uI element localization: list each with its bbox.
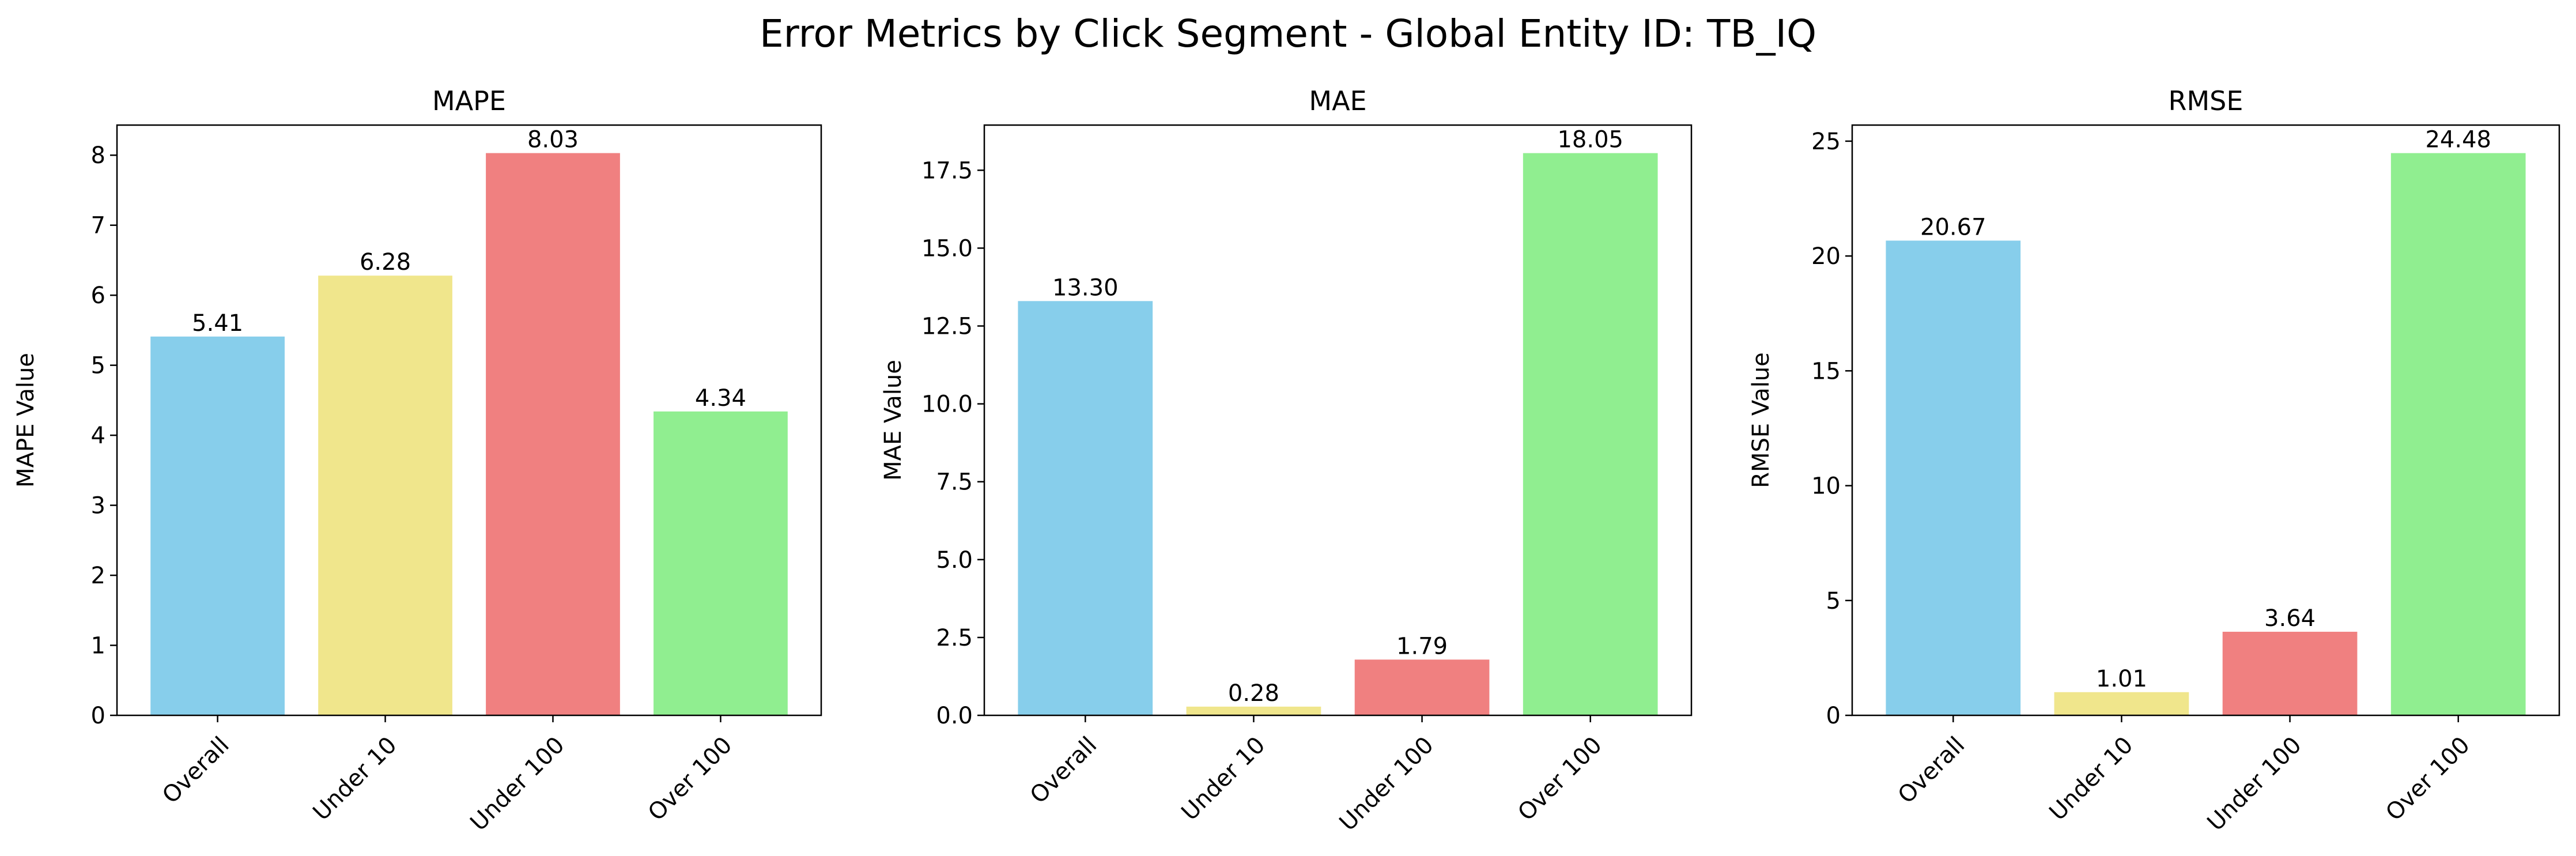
bar-under-10 [318, 276, 452, 716]
y-tick-label: 15.0 [921, 235, 973, 262]
y-tick-label: 5 [1826, 588, 1841, 614]
plot-frame [116, 124, 822, 717]
x-tick-label: Under 10 [2044, 732, 2138, 826]
y-axis-label: RMSE Value [1748, 352, 1774, 488]
bar-under-100 [1354, 659, 1490, 715]
bar-overall [150, 336, 285, 715]
y-tick-label: 17.5 [921, 157, 973, 184]
y-axis-label: MAPE Value [13, 353, 39, 488]
data-label: 5.41 [192, 310, 243, 337]
y-tick-label: 0 [1826, 703, 1841, 729]
data-label: 13.30 [1052, 274, 1119, 301]
panel-title: RMSE [2169, 85, 2243, 116]
y-tick-label: 10.0 [921, 391, 973, 418]
y-tick-label: 25 [1811, 129, 1841, 155]
bar-over-100 [1523, 153, 1658, 715]
data-label: 24.48 [2425, 127, 2491, 153]
y-tick-label: 20 [1811, 243, 1841, 270]
plot-frame [983, 124, 1693, 717]
y-tick-label: 0.0 [936, 703, 973, 729]
data-label: 0.28 [1228, 680, 1279, 707]
y-tick-label: 7 [91, 213, 105, 239]
data-label: 18.05 [1557, 127, 1623, 153]
bar-under-10 [1186, 706, 1321, 715]
y-tick-label: 0 [91, 703, 105, 729]
bar-under-10 [2054, 692, 2189, 715]
data-label: 8.03 [527, 127, 579, 153]
bar-under-100 [2222, 631, 2358, 715]
data-label: 20.67 [1920, 214, 1986, 240]
data-label: 4.34 [695, 385, 746, 412]
y-tick-label: 4 [91, 423, 105, 449]
figure-title: Error Metrics by Click Segment - Global … [759, 12, 1817, 56]
y-tick-label: 3 [91, 493, 105, 519]
y-tick-label: 1 [91, 633, 105, 659]
y-tick-label: 6 [91, 282, 105, 309]
bar-over-100 [654, 411, 788, 715]
y-tick-label: 12.5 [921, 314, 973, 340]
y-tick-label: 15 [1811, 358, 1841, 384]
bar-overall [1886, 240, 2021, 715]
y-tick-label: 5.0 [936, 547, 973, 574]
data-label: 1.79 [1396, 633, 1448, 659]
data-label: 1.01 [2096, 666, 2147, 692]
y-axis-label: MAE Value [880, 360, 906, 481]
bar-over-100 [2390, 153, 2526, 715]
x-tick-label: Under 100 [2203, 732, 2307, 836]
y-tick-label: 7.5 [936, 469, 973, 496]
y-tick-label: 8 [91, 142, 105, 169]
y-tick-label: 2.5 [936, 625, 973, 651]
y-tick-label: 10 [1811, 473, 1841, 500]
panel-title: MAPE [432, 85, 506, 116]
x-tick-label: Overall [1893, 732, 1970, 809]
bar-under-100 [486, 153, 620, 715]
y-tick-label: 5 [91, 353, 105, 379]
x-tick-label: Over 100 [2381, 732, 2475, 827]
data-label: 6.28 [360, 249, 411, 276]
y-tick-label: 2 [91, 563, 105, 589]
plot-frame [1851, 124, 2560, 717]
data-label: 3.64 [2264, 605, 2316, 632]
bar-overall [1018, 301, 1153, 715]
panel-title: MAE [1309, 85, 1366, 116]
